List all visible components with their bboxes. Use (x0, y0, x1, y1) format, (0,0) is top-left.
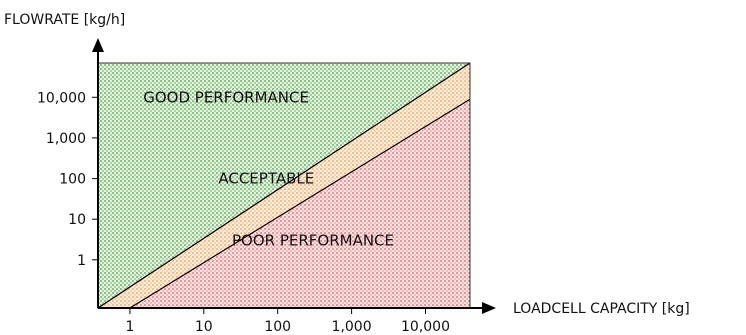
y-tick-label: 1 (77, 253, 86, 269)
x-axis-title: LOADCELL CAPACITY [kg] (513, 301, 690, 317)
y-tick-label: 10,000 (37, 90, 86, 106)
x-axis-arrow (482, 302, 496, 314)
good-performance-label: GOOD PERFORMANCE (143, 88, 309, 106)
poor-performance-label: POOR PERFORMANCE (232, 231, 394, 249)
x-tick-label: 10,000 (401, 319, 450, 335)
x-tick-label: 1 (125, 319, 134, 335)
y-tick-label: 100 (59, 172, 86, 188)
x-tick-label: 1,000 (332, 319, 372, 335)
acceptable-label: ACCEPTABLE (218, 170, 314, 188)
x-tick-label: 10 (195, 319, 213, 335)
y-tick-label: 10 (68, 212, 86, 228)
lower-boundary-line (129, 98, 471, 309)
y-axis-title: FLOWRATE [kg/h] (4, 12, 125, 28)
x-tick-label: 100 (264, 319, 291, 335)
y-tick-label: 1,000 (46, 131, 86, 147)
y-axis-arrow (92, 38, 104, 52)
upper-boundary-line (97, 62, 471, 309)
